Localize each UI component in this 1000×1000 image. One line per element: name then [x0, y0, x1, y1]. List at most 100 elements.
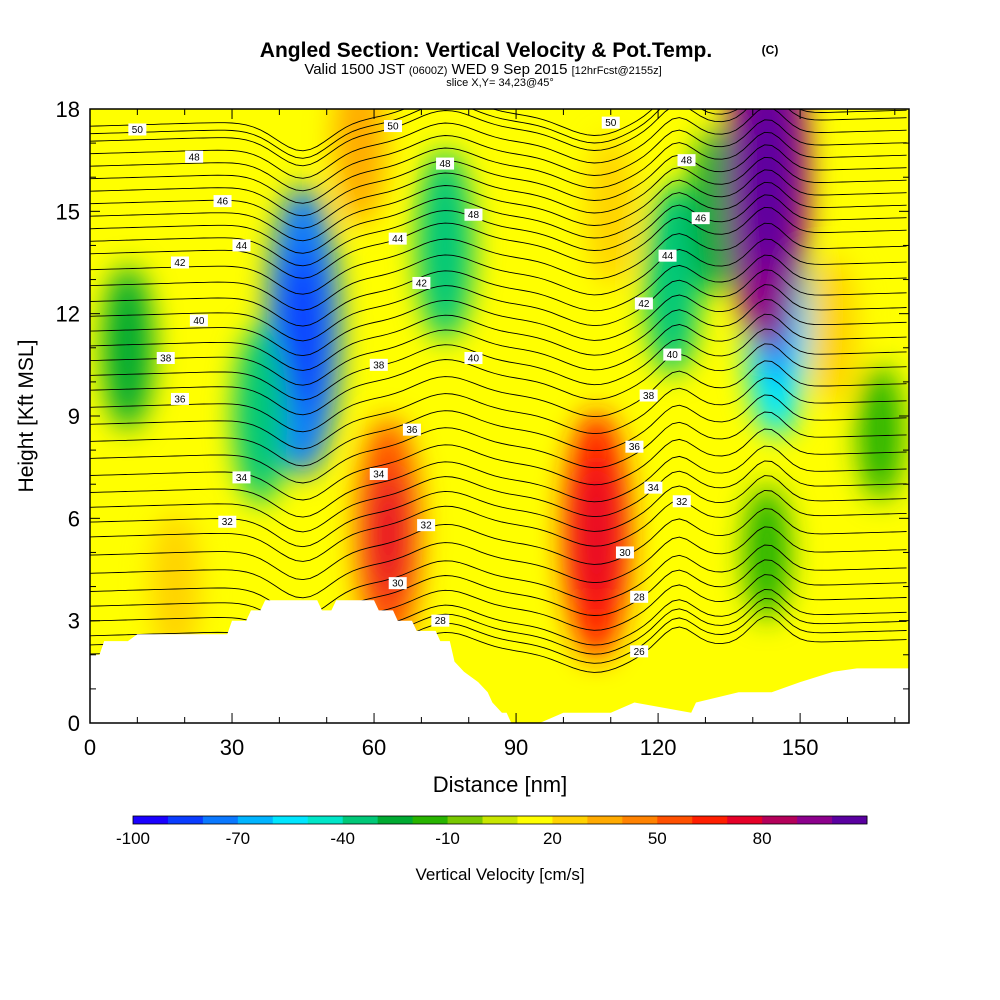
contour-label-text: 48 [681, 156, 693, 167]
contour-label: 36 [170, 392, 189, 405]
y-tick-label: 0 [68, 711, 80, 736]
colorbar-swatch [517, 816, 553, 824]
contour-label: 40 [663, 348, 682, 361]
contour-label-text: 44 [236, 241, 248, 252]
contour-label-text: 38 [643, 391, 655, 402]
x-axis-label: Distance [nm] [433, 772, 568, 797]
velocity-cell [857, 365, 904, 502]
contour-label-text: 44 [662, 251, 674, 262]
contour-label: 30 [388, 577, 407, 590]
theta-isentrope [90, 254, 907, 327]
theta-isentrope [90, 588, 907, 661]
contour-label: 44 [658, 249, 677, 262]
contour-label-box [644, 481, 663, 494]
contour-label-text: 48 [468, 210, 480, 221]
contour-label-text: 32 [222, 517, 234, 528]
x-tick-label: 150 [782, 735, 819, 760]
contour-label-text: 40 [193, 316, 205, 327]
contour-label: 40 [464, 352, 483, 365]
contour-label-text: 42 [174, 258, 186, 269]
x-tick-label: 0 [84, 735, 96, 760]
theta-isentrope [90, 131, 907, 204]
theta-isentrope [90, 508, 907, 581]
velocity-core [578, 467, 615, 604]
contour-label-text: 44 [392, 234, 404, 245]
contour-label-box [170, 392, 189, 405]
contour-label-box [431, 614, 450, 627]
contour-label-text: 48 [439, 159, 451, 170]
colorbar-swatch [237, 816, 274, 824]
contour-label-text: 48 [189, 152, 201, 163]
contour-label: 46 [691, 212, 710, 225]
contour-label: 40 [189, 314, 208, 327]
theta-isentrope [90, 194, 907, 267]
contour-label-box [128, 123, 147, 136]
subtitle-date: WED 9 Sep 2015 [452, 61, 568, 78]
contour-label: 34 [369, 467, 388, 480]
colorbar-swatch [447, 816, 484, 824]
colorbar-swatch [797, 816, 833, 824]
x-tick-label: 120 [640, 735, 677, 760]
theta-isentrope [90, 360, 907, 433]
theta-isentrope [90, 526, 907, 599]
theta-isentrope [90, 238, 907, 311]
theta-isentrope [90, 328, 907, 401]
contour-label-text: 46 [217, 197, 229, 208]
velocity-core [282, 250, 324, 411]
colorbar-swatch [657, 816, 693, 824]
subtitle-zulu: (0600Z) [409, 65, 448, 77]
colorbar-label: Vertical Velocity [cm/s] [415, 865, 584, 884]
contour-label-box [402, 423, 421, 436]
velocity-cell [743, 484, 790, 621]
colorbar-tick-label: 50 [648, 829, 667, 848]
theta-isentrope [90, 109, 907, 179]
contour-label-box [232, 471, 251, 484]
contour-labels: 50 48 46 44 42 40 38 36 34 32 50 48 48 44 42 38 40 36 34 32… [128, 116, 710, 658]
contour-label: 38 [639, 389, 658, 402]
colorbar-swatch [622, 816, 658, 824]
contour-label-text: 42 [416, 278, 428, 289]
contour-label: 38 [369, 358, 388, 371]
velocity-cell [233, 327, 288, 505]
contour-label-text: 32 [421, 521, 433, 532]
velocity-cell [102, 265, 154, 430]
x-tick-label: 60 [362, 735, 386, 760]
contour-label-box [412, 276, 431, 289]
colorbar-tick-label: -70 [226, 829, 251, 848]
theta-isentrope [90, 313, 907, 386]
theta-isentrope [90, 394, 907, 467]
contour-label-box [436, 157, 455, 170]
velocity-cell [334, 109, 386, 226]
theta-isentrope [90, 574, 907, 647]
contour-label: 26 [630, 645, 649, 658]
contour-label: 42 [412, 276, 431, 289]
theta-contours [90, 109, 907, 689]
colorbar-swatch [482, 816, 518, 824]
contour-label-text: 50 [387, 122, 399, 133]
contour-label: 34 [232, 471, 251, 484]
theta-isentrope [90, 343, 907, 416]
colorbar-tick-label: -10 [435, 829, 460, 848]
contour-label-text: 26 [634, 647, 646, 658]
contour-label-box [630, 590, 649, 603]
contour-label-box [634, 297, 653, 310]
contour-label-box [625, 440, 644, 453]
y-tick-label: 18 [56, 97, 80, 122]
chart-subtitle: Valid 1500 JST (0600Z) WED 9 Sep 2015 [1… [304, 61, 661, 78]
x-tick-label: 30 [220, 735, 244, 760]
x-axis: 0 30 60 90 120 150 [84, 109, 896, 760]
colorbar-swatch [202, 816, 239, 824]
contour-label-text: 30 [619, 548, 631, 559]
contour-label-box [218, 515, 237, 528]
contour-label-text: 36 [174, 394, 186, 405]
colorbar-tick-label: 20 [543, 829, 562, 848]
colorbar-swatch [762, 816, 798, 824]
contour-label-text: 34 [648, 483, 660, 494]
colorbar-swatch [307, 816, 344, 824]
contour-label-text: 38 [160, 354, 172, 365]
theta-isentrope [90, 559, 907, 632]
colorbar: -100 -70 -40 -10 20 50 80 [116, 815, 868, 848]
contour-label: 44 [388, 232, 407, 245]
